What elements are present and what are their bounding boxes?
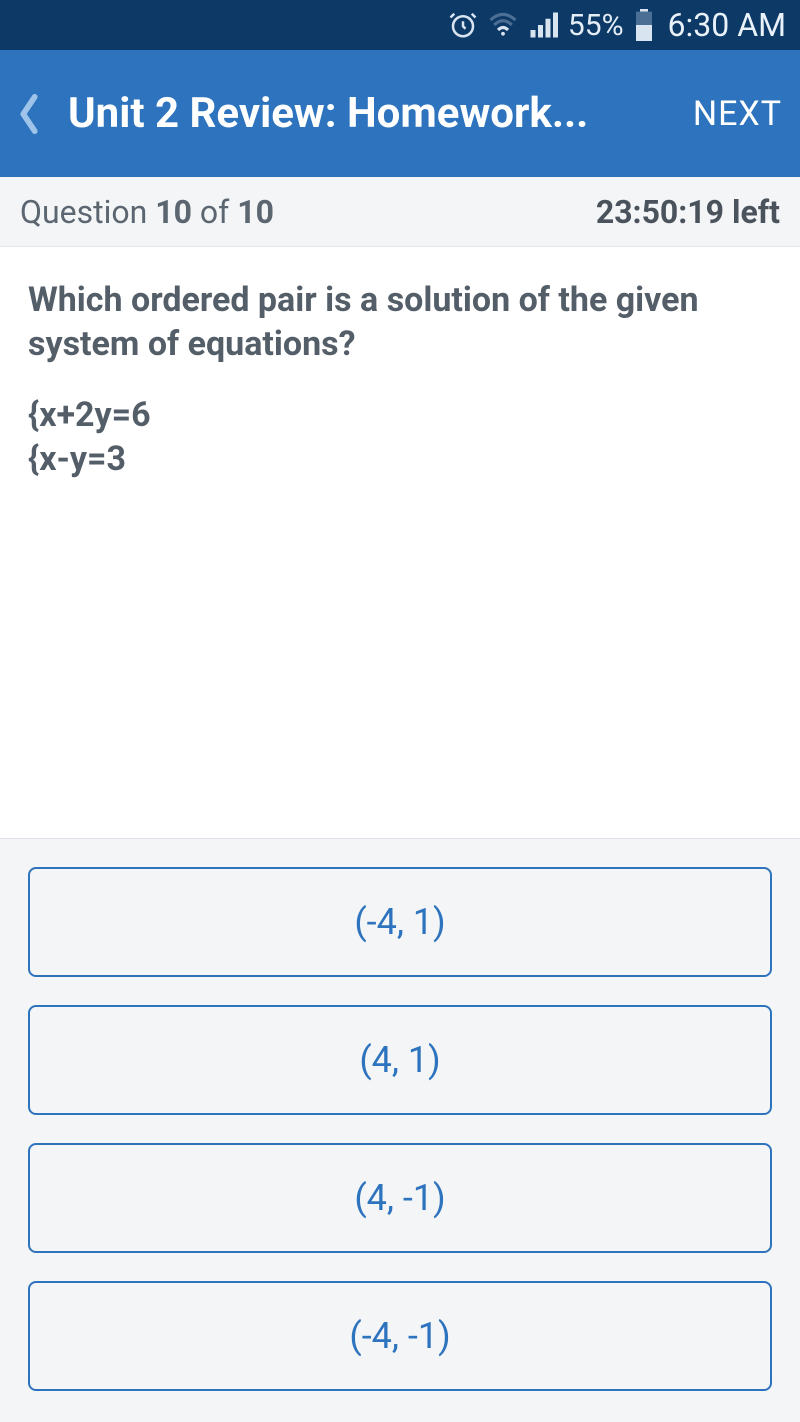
answer-option-1[interactable]: (-4, 1) <box>28 867 772 977</box>
alarm-icon <box>448 10 478 40</box>
question-current: 10 <box>155 193 192 231</box>
back-button[interactable] <box>18 94 62 134</box>
answer-option-4[interactable]: (-4, -1) <box>28 1281 772 1391</box>
time-remaining: 23:50:19 left <box>596 193 780 231</box>
question-text: Which ordered pair is a solution of the … <box>28 279 772 366</box>
question-area: Which ordered pair is a solution of the … <box>0 247 800 839</box>
question-position: Question 10 of 10 <box>20 193 274 231</box>
question-total: 10 <box>237 193 274 231</box>
progress-bar: Question 10 of 10 23:50:19 left <box>0 177 800 247</box>
answer-option-3[interactable]: (4, -1) <box>28 1143 772 1253</box>
status-bar: 55% 6:30 AM <box>0 0 800 50</box>
answer-option-2[interactable]: (4, 1) <box>28 1005 772 1115</box>
question-of: of <box>192 193 237 231</box>
equation-2: {x-y=3 <box>28 438 772 482</box>
question-prefix: Question <box>20 193 155 231</box>
app-header: Unit 2 Review: Homework... NEXT <box>0 50 800 177</box>
wifi-icon <box>488 10 518 40</box>
next-button[interactable]: NEXT <box>683 94 782 134</box>
equation-1: {x+2y=6 <box>28 394 772 438</box>
answer-options: (-4, 1) (4, 1) (4, -1) (-4, -1) <box>0 839 800 1411</box>
battery-percentage: 55% <box>568 8 624 43</box>
page-title: Unit 2 Review: Homework... <box>62 89 683 138</box>
clock-time: 6:30 AM <box>668 6 786 44</box>
answer-option-1-label: (-4, 1) <box>354 901 445 943</box>
answer-option-4-label: (-4, -1) <box>349 1315 450 1357</box>
answer-option-3-label: (4, -1) <box>354 1177 445 1219</box>
battery-icon <box>634 9 654 41</box>
question-equations: {x+2y=6 {x-y=3 <box>28 394 772 481</box>
signal-icon <box>528 10 558 40</box>
answer-option-2-label: (4, 1) <box>359 1039 440 1081</box>
